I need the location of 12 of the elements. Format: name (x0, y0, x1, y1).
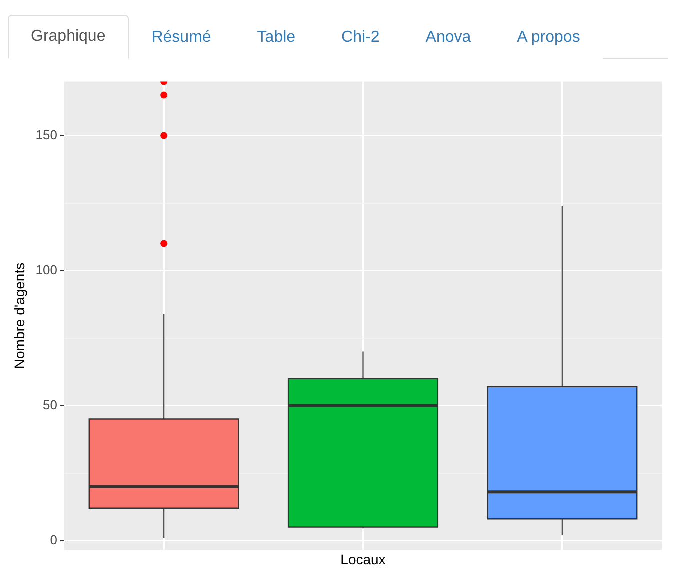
y-tick-label: 0 (50, 532, 58, 548)
text: Chi-2 (318, 16, 403, 59)
y-tick-label: 100 (36, 262, 58, 278)
text: Anova (402, 16, 494, 59)
text: Table (234, 16, 319, 59)
y-tick-label: 150 (36, 127, 58, 142)
y-tick-label: 50 (43, 397, 58, 412)
x-axis-title: Locaux (340, 551, 386, 568)
text: A propos (494, 16, 604, 59)
text: Résumé (128, 16, 234, 59)
text: Graphique (8, 15, 129, 59)
y-axis-title: Nombre d'agents (11, 262, 28, 370)
